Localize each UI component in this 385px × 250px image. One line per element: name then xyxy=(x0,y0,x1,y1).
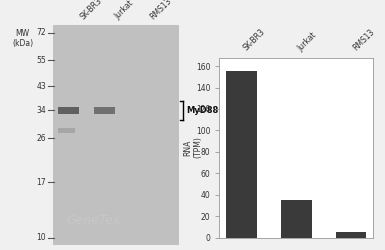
Bar xyxy=(281,200,311,237)
Text: 34: 34 xyxy=(36,106,46,115)
Bar xyxy=(226,72,257,237)
Text: 26: 26 xyxy=(37,134,46,143)
Bar xyxy=(336,232,367,237)
Text: 72: 72 xyxy=(37,28,46,37)
Bar xyxy=(94,107,115,114)
Text: 17: 17 xyxy=(37,178,46,187)
Text: Jurkat: Jurkat xyxy=(113,0,135,21)
Y-axis label: RNA
(TPM): RNA (TPM) xyxy=(183,136,203,158)
Text: GeneTex: GeneTex xyxy=(67,214,121,226)
Bar xyxy=(58,128,75,133)
Text: 55: 55 xyxy=(36,56,46,65)
Text: RMS13: RMS13 xyxy=(149,0,174,21)
Bar xyxy=(58,107,79,114)
Text: SK-BR3: SK-BR3 xyxy=(79,0,104,21)
Text: MyD88: MyD88 xyxy=(186,106,218,115)
Text: 43: 43 xyxy=(36,82,46,90)
Text: MW
(kDa): MW (kDa) xyxy=(12,29,33,48)
Bar xyxy=(53,25,179,245)
Text: 10: 10 xyxy=(37,233,46,242)
